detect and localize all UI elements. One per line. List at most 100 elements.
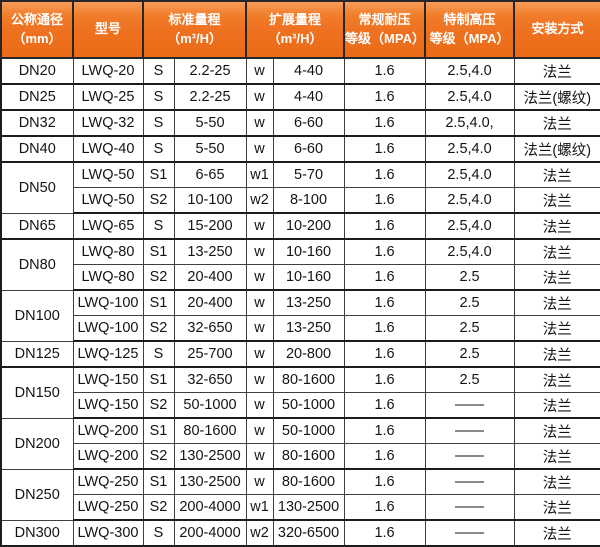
cell-dn: DN150 <box>0 366 74 419</box>
cell-w-code: w <box>245 443 274 470</box>
cell-s-code: S1 <box>142 417 175 444</box>
cell-s-code: S1 <box>142 161 175 188</box>
cell-standard-range: 5-50 <box>173 109 247 137</box>
cell-normal-pressure: 1.6 <box>343 340 426 368</box>
cell-model: LWQ-200 <box>72 443 144 470</box>
cell-standard-range: 5-50 <box>173 135 247 163</box>
cell-w-code: w <box>245 315 274 342</box>
cell-extended-range: 5-70 <box>272 161 345 188</box>
spec-table-body: DN20 LWQ-20 S 2.2-25 w 4-40 1.6 2.5,4.0 法兰 DN25 LW… <box>0 57 600 547</box>
cell-extended-range: 13-250 <box>272 315 345 342</box>
cell-normal-pressure: 1.6 <box>343 315 426 342</box>
cell-special-pressure: 2.5,4.0, <box>424 109 515 137</box>
cell-install-method: 法兰(螺纹) <box>513 83 600 111</box>
cell-normal-pressure: 1.6 <box>343 109 426 137</box>
cell-normal-pressure: 1.6 <box>343 366 426 393</box>
cell-extended-range: 320-6500 <box>272 519 345 547</box>
cell-extended-range: 80-1600 <box>272 366 345 393</box>
table-row: DN32 LWQ-32 S 5-50 w 6-60 1.6 2.5,4.0, 法兰 <box>0 109 600 137</box>
cell-extended-range: 10-160 <box>272 264 345 291</box>
cell-standard-range: 6-65 <box>173 161 247 188</box>
cell-model: LWQ-20 <box>72 57 144 85</box>
cell-install-method: 法兰 <box>513 264 600 291</box>
cell-special-pressure: —— <box>424 417 515 444</box>
cell-w-code: w <box>245 264 274 291</box>
cell-extended-range: 20-800 <box>272 340 345 368</box>
cell-normal-pressure: 1.6 <box>343 264 426 291</box>
cell-special-pressure: —— <box>424 392 515 419</box>
cell-special-pressure: 2.5,4.0 <box>424 57 515 85</box>
table-header: 公称通径 （mm） 型号 标准量程 （m³/H） 扩展量程 （m³/H） 常规耐… <box>0 0 600 59</box>
header-extended-range: 扩展量程 （m³/H） <box>245 0 346 59</box>
cell-dn: DN65 <box>0 212 74 240</box>
table-row: DN40 LWQ-40 S 5-50 w 6-60 1.6 2.5,4.0 法兰(螺纹) <box>0 135 600 163</box>
cell-standard-range: 10-100 <box>173 187 247 214</box>
cell-dn: DN50 <box>0 161 74 214</box>
cell-install-method: 法兰 <box>513 392 600 419</box>
cell-w-code: w <box>245 212 274 240</box>
cell-w-code: w <box>245 417 274 444</box>
header-normal-pressure: 常规耐压 等级（MPA） <box>343 0 427 59</box>
cell-install-method: 法兰 <box>513 187 600 214</box>
cell-dn: DN80 <box>0 238 74 291</box>
cell-standard-range: 32-650 <box>173 315 247 342</box>
cell-standard-range: 200-4000 <box>173 519 247 547</box>
cell-extended-range: 4-40 <box>272 57 345 85</box>
cell-model: LWQ-250 <box>72 494 144 521</box>
cell-standard-range: 80-1600 <box>173 417 247 444</box>
cell-normal-pressure: 1.6 <box>343 468 426 495</box>
table-row: DN65 LWQ-65 S 15-200 w 10-200 1.6 2.5,4.0 法兰 <box>0 212 600 240</box>
cell-normal-pressure: 1.6 <box>343 238 426 265</box>
cell-w-code: w <box>245 135 274 163</box>
table-row: DN100 LWQ-100 S1 20-400 w 13-250 1.6 2.5 法兰 <box>0 289 600 342</box>
table-row: LWQ-80 S2 20-400 w 10-160 1.6 2.5 法兰 <box>1 264 600 291</box>
cell-model: LWQ-300 <box>72 519 144 547</box>
cell-extended-range: 130-2500 <box>272 494 345 521</box>
cell-w-code: w2 <box>245 187 274 214</box>
cell-w-code: w <box>245 366 274 393</box>
table-row: DN200 LWQ-200 S1 80-1600 w 50-1000 1.6 —— 法兰 <box>0 417 600 470</box>
cell-model: LWQ-125 <box>72 340 144 368</box>
table-row: DN125 LWQ-125 S 25-700 w 20-800 1.6 2.5 法兰 <box>0 340 600 368</box>
cell-model: LWQ-150 <box>72 366 144 393</box>
cell-dn: DN25 <box>0 83 74 111</box>
cell-install-method: 法兰 <box>513 494 600 521</box>
cell-standard-range: 20-400 <box>173 264 247 291</box>
cell-normal-pressure: 1.6 <box>343 392 426 419</box>
cell-install-method: 法兰 <box>513 417 600 444</box>
table-row: LWQ-250 S2 200-4000 w1 130-2500 1.6 —— 法兰 <box>1 494 600 521</box>
cell-normal-pressure: 1.6 <box>343 83 426 111</box>
cell-install-method: 法兰(螺纹) <box>513 135 600 163</box>
cell-extended-range: 50-1000 <box>272 392 345 419</box>
cell-s-code: S2 <box>142 315 175 342</box>
cell-dn: DN20 <box>0 57 74 85</box>
cell-normal-pressure: 1.6 <box>343 519 426 547</box>
cell-w-code: w1 <box>245 161 274 188</box>
cell-standard-range: 15-200 <box>173 212 247 240</box>
cell-special-pressure: —— <box>424 443 515 470</box>
cell-special-pressure: 2.5,4.0 <box>424 83 515 111</box>
cell-s-code: S1 <box>142 238 175 265</box>
cell-install-method: 法兰 <box>513 443 600 470</box>
cell-normal-pressure: 1.6 <box>343 494 426 521</box>
cell-dn: DN32 <box>0 109 74 137</box>
cell-model: LWQ-40 <box>72 135 144 163</box>
cell-s-code: S1 <box>142 366 175 393</box>
cell-standard-range: 20-400 <box>173 289 247 316</box>
cell-w-code: w1 <box>245 494 274 521</box>
cell-s-code: S1 <box>142 468 175 495</box>
cell-s-code: S <box>142 109 175 137</box>
cell-install-method: 法兰 <box>513 212 600 240</box>
cell-s-code: S <box>142 519 175 547</box>
cell-special-pressure: 2.5,4.0 <box>424 212 515 240</box>
cell-model: LWQ-100 <box>72 315 144 342</box>
cell-install-method: 法兰 <box>513 340 600 368</box>
cell-w-code: w <box>245 83 274 111</box>
cell-s-code: S <box>142 57 175 85</box>
cell-model: LWQ-250 <box>72 468 144 495</box>
cell-w-code: w <box>245 57 274 85</box>
cell-model: LWQ-100 <box>72 289 144 316</box>
cell-normal-pressure: 1.6 <box>343 57 426 85</box>
cell-extended-range: 13-250 <box>272 289 345 316</box>
table-row: LWQ-150 S2 50-1000 w 50-1000 1.6 —— 法兰 <box>1 392 600 419</box>
